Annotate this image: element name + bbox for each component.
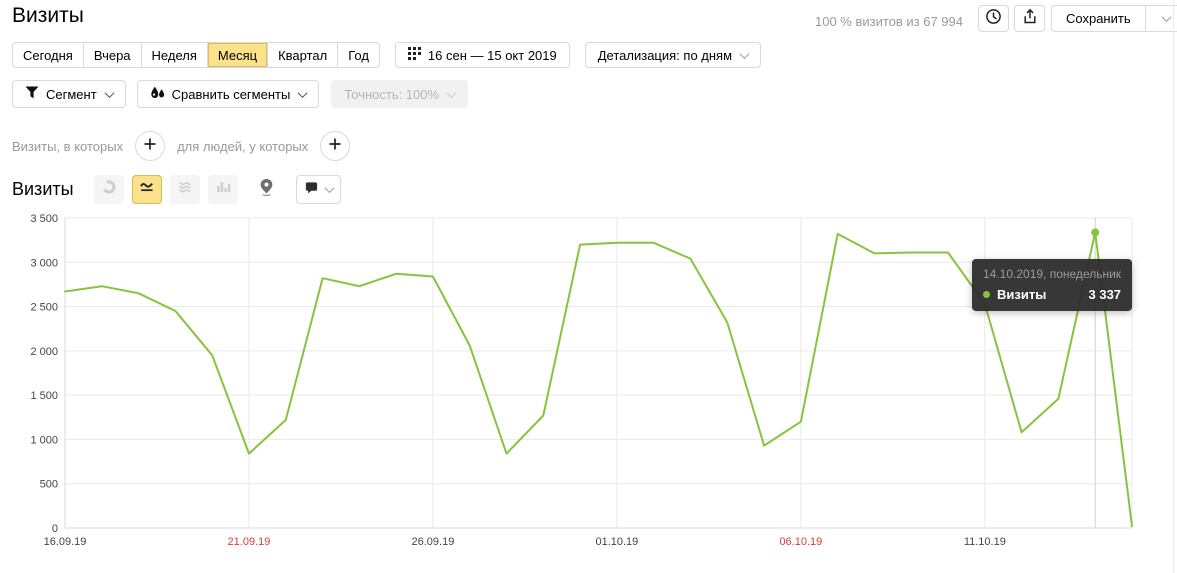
bar-chart-type-button	[207, 175, 238, 204]
tab-year[interactable]: Год	[337, 43, 379, 67]
tooltip-date: 14.10.2019, понедельник	[983, 267, 1122, 281]
segment-button[interactable]: Сегмент	[12, 80, 126, 108]
svg-text:01.10.19: 01.10.19	[595, 536, 638, 548]
accuracy-label: Точность: 100%	[344, 86, 440, 102]
chevron-down-icon	[739, 48, 750, 59]
tooltip-series-name: Визиты	[997, 287, 1047, 302]
svg-text:11.10.19: 11.10.19	[964, 536, 1006, 548]
detalization-button[interactable]: Детализация: по дням	[584, 42, 762, 68]
tooltip-value: 3 337	[1088, 287, 1122, 302]
page-right-divider	[1173, 0, 1174, 573]
filter-bar: Визиты, в которых для людей, у которых	[12, 131, 362, 161]
pie-chart-type-button	[93, 175, 124, 204]
tooltip-row: Визиты 3 337	[983, 287, 1121, 302]
map-pin-icon	[258, 178, 275, 202]
tab-month[interactable]: Месяц	[206, 43, 268, 67]
segment-bar: Сегмент Сравнить сегменты Точность: 100%	[12, 80, 469, 108]
stacked-area-type-button	[169, 175, 200, 204]
save-button-label: Сохранить	[1066, 11, 1131, 26]
tab-yesterday[interactable]: Вчера	[82, 43, 141, 67]
history-button[interactable]	[978, 5, 1009, 32]
svg-text:2 000: 2 000	[30, 346, 58, 358]
sample-info: 100 % визитов из 67 994	[814, 14, 963, 29]
accuracy-button[interactable]: Точность: 100%	[331, 80, 469, 108]
svg-text:3 000: 3 000	[30, 257, 58, 269]
drops-icon	[150, 86, 165, 103]
chevron-down-icon	[324, 183, 335, 194]
chart-tooltip: 14.10.2019, понедельник Визиты 3 337	[972, 259, 1133, 311]
svg-text:1 500: 1 500	[30, 390, 58, 402]
date-range-button[interactable]: 16 сен — 15 окт 2019	[394, 42, 570, 68]
metric-bar: Визиты	[12, 174, 341, 205]
chevron-down-icon	[297, 87, 308, 98]
metric-label: Визиты	[12, 179, 74, 199]
export-button[interactable]	[1014, 5, 1045, 32]
clock-icon	[985, 8, 1002, 30]
save-button[interactable]: Сохранить	[1051, 5, 1145, 32]
bar-chart-icon	[215, 179, 231, 200]
series-bullet-icon	[983, 291, 990, 298]
svg-text:500: 500	[40, 479, 58, 491]
date-range-label: 16 сен — 15 окт 2019	[427, 47, 557, 63]
calendar-grid-icon	[407, 47, 421, 63]
chevron-down-icon	[104, 87, 115, 98]
period-bar: Сегодня Вчера Неделя Месяц Квартал Год 1…	[12, 42, 762, 68]
plus-icon	[328, 137, 342, 156]
svg-text:26.09.19: 26.09.19	[412, 536, 455, 548]
visits-condition-label: Визиты, в которых	[12, 138, 124, 154]
tab-week[interactable]: Неделя	[140, 43, 207, 67]
svg-text:0: 0	[52, 523, 58, 535]
period-tabs: Сегодня Вчера Неделя Месяц Квартал Год	[12, 42, 380, 68]
compare-segments-label: Сравнить сегменты	[171, 86, 291, 102]
export-icon	[1022, 8, 1038, 30]
tab-today[interactable]: Сегодня	[23, 47, 73, 63]
svg-text:21.09.19: 21.09.19	[228, 536, 271, 548]
svg-text:16.09.19: 16.09.19	[44, 536, 87, 548]
layers-icon	[177, 179, 193, 200]
add-people-filter-button[interactable]	[320, 131, 351, 161]
save-dropdown-button[interactable]	[1144, 5, 1177, 32]
compare-segments-button[interactable]: Сравнить сегменты	[136, 80, 320, 108]
svg-text:3 500: 3 500	[30, 213, 58, 225]
pie-chart-icon	[101, 179, 117, 200]
svg-text:1 000: 1 000	[30, 434, 58, 446]
svg-text:06.10.19: 06.10.19	[779, 536, 822, 548]
funnel-icon	[25, 86, 39, 102]
map-view-button[interactable]	[252, 175, 282, 204]
detalization-label: Детализация: по дням	[597, 47, 733, 63]
tab-quarter[interactable]: Квартал	[267, 43, 337, 67]
save-split-button: Сохранить	[1051, 5, 1177, 32]
plus-icon	[143, 137, 157, 156]
page-title: Визиты	[12, 4, 84, 27]
add-visit-filter-button[interactable]	[135, 131, 166, 161]
line-chart-type-button[interactable]	[131, 175, 162, 204]
people-condition-label: для людей, у которых	[177, 138, 309, 154]
segment-label: Сегмент	[46, 86, 97, 102]
chevron-down-icon	[1161, 12, 1172, 23]
chevron-down-icon	[446, 87, 457, 98]
line-chart-icon	[139, 179, 155, 200]
svg-text:2 500: 2 500	[30, 302, 58, 314]
comment-bubble-icon	[304, 180, 319, 200]
annotations-button[interactable]	[295, 175, 341, 204]
